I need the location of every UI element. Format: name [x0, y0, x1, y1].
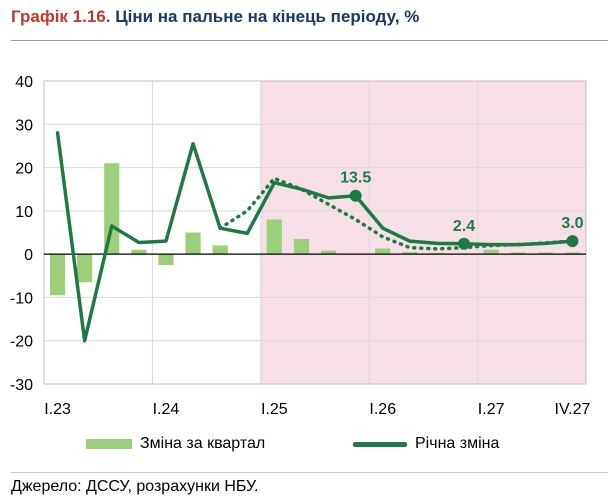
bar-quarterly — [104, 163, 120, 255]
bar-quarterly — [375, 248, 391, 255]
bar-quarterly — [212, 245, 228, 255]
legend-annual-label: Річна зміна — [415, 435, 500, 452]
bar-quarterly — [266, 219, 282, 255]
source-note: Джерело: ДССУ, розрахунки НБУ. — [11, 478, 259, 495]
annotation-label: 2.4 — [453, 218, 475, 235]
bar-quarterly — [510, 252, 526, 255]
bar-quarterly — [131, 249, 147, 255]
y-tick-label: 40 — [15, 74, 33, 91]
bar-quarterly — [402, 251, 418, 255]
y-tick-label: 30 — [15, 117, 33, 134]
title-divider — [11, 40, 608, 41]
line-annual — [55, 131, 575, 343]
bar-quarterly — [77, 254, 93, 283]
y-tick-label: -30 — [10, 377, 33, 394]
annotation-label: 3.0 — [561, 215, 583, 232]
bar-quarterly — [185, 232, 201, 255]
plot-frame — [43, 80, 587, 385]
x-tick-label: I.23 — [44, 401, 71, 418]
legend-quarterly-label: Зміна за квартал — [140, 435, 266, 452]
source-divider — [11, 472, 608, 473]
y-tick-label: 0 — [24, 247, 33, 264]
x-tick-label: I.27 — [478, 401, 505, 418]
annotation-label: 13.5 — [340, 170, 371, 187]
annotation-marker — [458, 237, 471, 250]
y-tick-label: 20 — [15, 161, 33, 178]
forecast-region — [260, 81, 586, 384]
bar-quarterly — [483, 249, 499, 255]
chart-title-text: Ціни на пальне на кінець періоду, % — [115, 7, 420, 26]
x-tick-label: I.24 — [153, 401, 180, 418]
bar-quarterly — [429, 252, 445, 255]
chart-title: Графік 1.16. Ціни на пальне на кінець пе… — [11, 7, 419, 27]
x-tick-label: IV.27 — [555, 401, 591, 418]
y-tick-label: -20 — [10, 334, 33, 351]
bar-quarterly — [537, 252, 553, 255]
annotation-marker — [566, 235, 579, 248]
bar-quarterly — [564, 252, 581, 255]
legend-quarterly: Зміна за квартал — [86, 435, 265, 453]
y-tick-label: 10 — [15, 204, 33, 221]
legend-line-swatch — [353, 441, 407, 447]
bar-quarterly — [293, 238, 310, 255]
bar-quarterly — [158, 254, 174, 265]
legend-annual: Річна зміна — [353, 435, 499, 453]
fuel-price-chart: 40 30 20 10 0 -10 -20 -30 13.5 2.4 3.0 I.23 I.24 I.25… — [10, 74, 591, 418]
legend-bar-swatch — [86, 439, 132, 449]
chart-number: Графік 1.16. — [11, 7, 111, 26]
annotation-marker — [349, 189, 362, 202]
bar-quarterly — [320, 250, 337, 255]
bar-quarterly — [49, 254, 66, 296]
y-tick-label: -10 — [10, 290, 33, 307]
x-tick-label: I.25 — [261, 401, 288, 418]
x-tick-label: I.26 — [369, 401, 396, 418]
